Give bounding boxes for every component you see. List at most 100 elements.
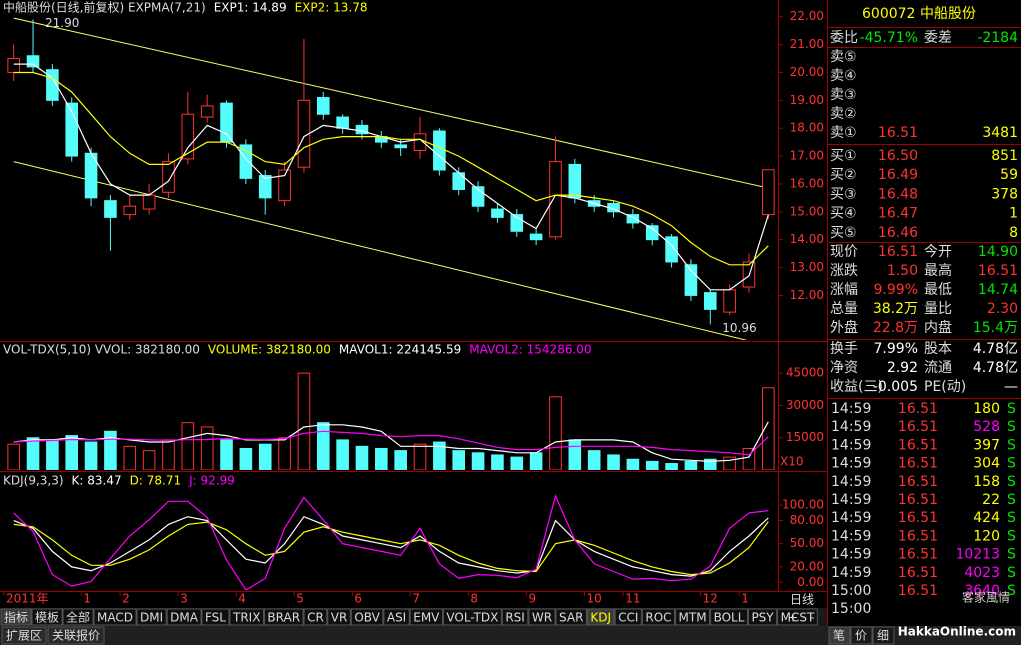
tab-label[interactable]: PSY bbox=[751, 611, 774, 625]
tab-label[interactable]: CR bbox=[307, 611, 324, 625]
tab[interactable] bbox=[641, 608, 676, 626]
tab[interactable] bbox=[201, 608, 230, 626]
tab-label[interactable]: DMI bbox=[140, 611, 163, 625]
y-tick-label: 14.00 bbox=[790, 232, 824, 246]
tab[interactable] bbox=[501, 608, 529, 626]
zoom-out[interactable]: - bbox=[810, 611, 814, 625]
candle-body bbox=[104, 200, 117, 218]
tab[interactable] bbox=[383, 608, 410, 626]
tab-label[interactable]: WR bbox=[532, 611, 552, 625]
tab[interactable] bbox=[409, 608, 443, 626]
tab-label[interactable]: KDJ bbox=[590, 611, 611, 625]
side-tab[interactable] bbox=[872, 626, 895, 645]
tab-label[interactable]: MTM bbox=[679, 611, 707, 625]
y-tick-label: 30000 bbox=[786, 398, 824, 412]
stat-value: 4.78亿 bbox=[973, 341, 1018, 357]
volume-bar bbox=[258, 443, 272, 470]
y-tick-label: 15000 bbox=[786, 430, 824, 444]
panel-header: J: 92.99 bbox=[188, 474, 235, 488]
bottom-tab-label[interactable]: 关联报价 bbox=[52, 628, 100, 643]
volume-bar bbox=[65, 435, 79, 470]
period[interactable]: 日线 bbox=[790, 593, 814, 607]
tab-label[interactable]: 模板 bbox=[35, 611, 59, 625]
tick-volume: 120 bbox=[973, 528, 1000, 544]
tab[interactable] bbox=[747, 608, 778, 626]
stat-label: 换手 bbox=[830, 340, 858, 357]
volume-bar bbox=[549, 396, 562, 470]
panel-header: K: 83.47 bbox=[72, 474, 122, 488]
tab[interactable] bbox=[586, 608, 615, 626]
side-tab-label[interactable]: 价 bbox=[855, 629, 867, 643]
tab-label[interactable]: ROC bbox=[645, 611, 671, 625]
zoom-in[interactable]: + bbox=[788, 611, 798, 625]
tab[interactable] bbox=[528, 608, 556, 626]
tab[interactable] bbox=[93, 608, 137, 626]
tab-label[interactable]: VR bbox=[331, 611, 348, 625]
side-tab-label[interactable]: 细 bbox=[877, 629, 889, 643]
tab[interactable] bbox=[442, 608, 502, 626]
bottom-tab-label[interactable]: 扩展区 bbox=[6, 629, 42, 643]
tab-label[interactable]: OBV bbox=[354, 611, 380, 625]
tab-label[interactable]: DMA bbox=[170, 611, 199, 625]
tick-price: 16.51 bbox=[898, 492, 938, 508]
tab[interactable] bbox=[62, 608, 94, 626]
stat-value: 14.90 bbox=[978, 244, 1018, 260]
tab[interactable] bbox=[303, 608, 328, 626]
tab-label[interactable]: BRAR bbox=[267, 611, 300, 625]
volume-bar bbox=[123, 445, 137, 470]
y-tick-label: 19.00 bbox=[790, 93, 824, 107]
tab-label[interactable]: FSL bbox=[205, 611, 226, 625]
tab-label[interactable]: RSI bbox=[505, 611, 525, 625]
ask-price: 16.51 bbox=[878, 125, 918, 141]
tab[interactable] bbox=[166, 608, 202, 626]
side-tab[interactable] bbox=[850, 626, 873, 645]
tab[interactable] bbox=[136, 608, 167, 626]
tab[interactable] bbox=[31, 608, 63, 626]
tick-volume: 424 bbox=[973, 510, 1000, 526]
mavol-line bbox=[13, 430, 769, 456]
tab[interactable] bbox=[229, 608, 264, 626]
tab[interactable] bbox=[710, 608, 748, 626]
bottom-tab[interactable] bbox=[1, 626, 47, 645]
tab[interactable] bbox=[777, 608, 818, 626]
tab-label[interactable]: TRIX bbox=[232, 611, 260, 625]
volume-bar bbox=[723, 456, 736, 470]
stock-name: 中船股份 bbox=[920, 6, 976, 22]
x-tick-label: 7 bbox=[412, 592, 420, 606]
y-tick-label: 80.00 bbox=[790, 513, 824, 527]
tab-label[interactable]: SAR bbox=[559, 611, 583, 625]
tab-label[interactable]: BOLL bbox=[714, 611, 745, 625]
tab[interactable] bbox=[555, 608, 587, 626]
tab-label[interactable]: VOL-TDX bbox=[446, 611, 498, 625]
tab-label[interactable]: EMV bbox=[413, 611, 440, 625]
stat-label: 量比 bbox=[924, 301, 952, 317]
candle-body bbox=[123, 205, 137, 216]
volume-bar bbox=[278, 437, 291, 470]
ask-label: 卖① bbox=[830, 125, 857, 141]
side-tab[interactable] bbox=[828, 626, 851, 645]
x-tick-label: 2011年 bbox=[6, 592, 49, 606]
tab[interactable] bbox=[0, 608, 32, 626]
volume-bar bbox=[316, 422, 330, 470]
tab-label[interactable]: CCI bbox=[618, 611, 638, 625]
tab-label[interactable]: MACD bbox=[97, 611, 133, 625]
tab[interactable] bbox=[263, 608, 304, 626]
tab[interactable] bbox=[327, 608, 351, 626]
watermark: 客家風情 bbox=[962, 590, 1010, 605]
bottom-tab[interactable] bbox=[47, 626, 105, 645]
tab-label[interactable]: MCST bbox=[781, 611, 815, 625]
tab-label[interactable]: ASI bbox=[387, 611, 406, 625]
tab[interactable] bbox=[675, 608, 711, 626]
y-tick-label: 13.00 bbox=[790, 260, 824, 274]
tick-price: 16.51 bbox=[898, 437, 938, 453]
side-tab-label[interactable]: 笔 bbox=[833, 628, 845, 643]
tab-label[interactable]: 全部 bbox=[66, 610, 90, 625]
tab[interactable] bbox=[614, 608, 642, 626]
stat-value: -0.005 bbox=[873, 379, 918, 395]
volume-bar bbox=[336, 439, 349, 470]
tab[interactable] bbox=[350, 608, 384, 626]
stat-value: 16.51 bbox=[878, 244, 918, 260]
x-tick-label: 1 bbox=[83, 592, 91, 606]
tab-label[interactable]: 指标 bbox=[4, 610, 28, 625]
